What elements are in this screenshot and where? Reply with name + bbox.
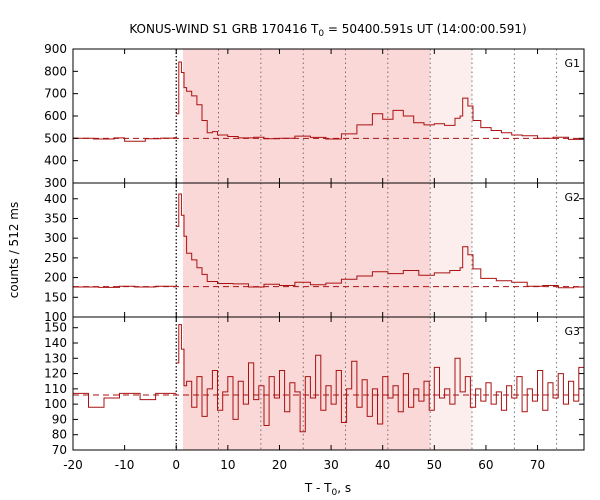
y-tick-label: 400: [44, 154, 67, 168]
y-tick-label: 300: [44, 176, 67, 190]
y-tick-label: 150: [44, 321, 67, 335]
y-tick-label: 130: [44, 351, 67, 365]
y-tick-label: 700: [44, 87, 67, 101]
panel-label: G2: [564, 191, 580, 204]
panel-label: G1: [564, 57, 580, 70]
y-tick-label: 900: [44, 42, 67, 56]
y-tick-label: 300: [44, 231, 67, 245]
pre-trigger-series: [73, 285, 177, 288]
panel-g1: 300 400 500 600 700 800 900 G1: [44, 42, 585, 190]
light-curve-series: [176, 193, 585, 289]
y-tick-label: 110: [44, 382, 67, 396]
shaded-interval-2: [430, 49, 472, 183]
x-tick-label: 70: [530, 458, 545, 472]
y-tick-label: 600: [44, 109, 67, 123]
y-tick-label: 200: [44, 271, 67, 285]
y-tick-label: 140: [44, 336, 67, 350]
x-tick-label: 20: [272, 458, 287, 472]
x-tick-label: 60: [478, 458, 493, 472]
x-tick-label: 40: [375, 458, 390, 472]
y-tick-label: 80: [52, 428, 67, 442]
chart-title: KONUS-WIND S1 GRB 170416 T0 = 50400.591s…: [129, 22, 526, 39]
x-tick-label: 30: [323, 458, 338, 472]
light-curve-series: [176, 61, 585, 141]
y-tick-label: 100: [44, 310, 67, 324]
shaded-interval-1: [182, 183, 431, 317]
panel-frame: [72, 316, 585, 451]
y-tick-label: 500: [44, 131, 67, 145]
y-tick-label: 250: [44, 251, 67, 265]
y-tick-label: 800: [44, 64, 67, 78]
plot-layer: 300400500600700800900G110015020025030035…: [44, 42, 585, 472]
shaded-interval-2: [430, 183, 472, 317]
light-curve-series: [176, 324, 585, 433]
pre-trigger-series: [73, 137, 177, 142]
x-tick-label: -10: [115, 458, 135, 472]
y-tick-label: 100: [44, 397, 67, 411]
pre-trigger-series: [73, 392, 177, 408]
y-tick-label: 120: [44, 367, 67, 381]
shaded-interval-1: [182, 49, 431, 183]
shaded-interval-1: [182, 317, 431, 450]
y-tick-label: 70: [52, 443, 67, 457]
panel-g2: 100 150 200 250 300 350 400 G2: [44, 182, 585, 324]
y-axis-label: counts / 512 ms: [7, 202, 21, 298]
x-tick-label: -20: [63, 458, 83, 472]
y-tick-label: 90: [52, 412, 67, 426]
y-tick-label: 400: [44, 192, 67, 206]
x-tick-label: 50: [427, 458, 442, 472]
y-tick-label: 350: [44, 211, 67, 225]
panel-label: G3: [564, 325, 580, 338]
x-tick-label: 10: [220, 458, 235, 472]
x-axis-label: T - T0, s: [304, 481, 351, 498]
y-tick-label: 150: [44, 290, 67, 304]
x-tick-label: 0: [172, 458, 180, 472]
